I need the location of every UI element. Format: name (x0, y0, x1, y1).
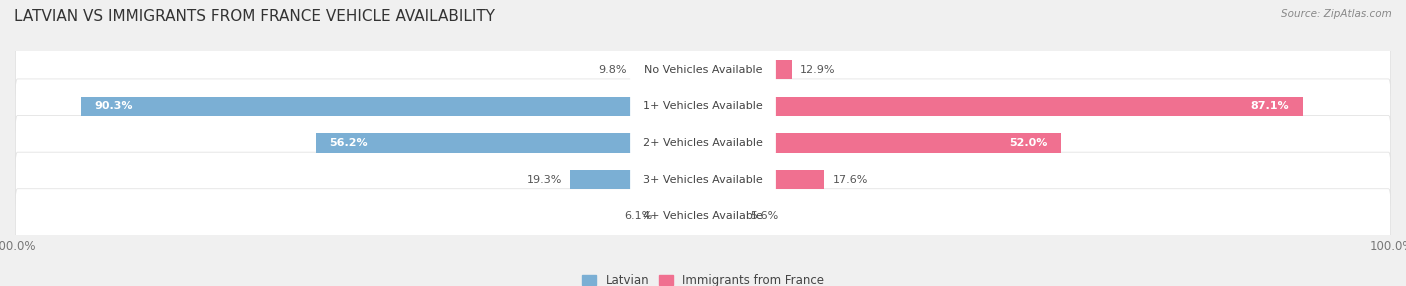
Bar (661, 207, 703, 226)
FancyBboxPatch shape (630, 205, 776, 228)
Text: Source: ZipAtlas.com: Source: ZipAtlas.com (1281, 9, 1392, 19)
Text: 19.3%: 19.3% (526, 175, 562, 184)
Text: 3+ Vehicles Available: 3+ Vehicles Available (643, 175, 763, 184)
Bar (703, 60, 792, 79)
FancyBboxPatch shape (15, 42, 1391, 97)
FancyBboxPatch shape (630, 95, 776, 118)
Bar (636, 60, 703, 79)
FancyBboxPatch shape (630, 132, 776, 154)
Bar (82, 97, 703, 116)
Text: 4+ Vehicles Available: 4+ Vehicles Available (643, 211, 763, 221)
Text: 90.3%: 90.3% (94, 102, 134, 111)
Text: 9.8%: 9.8% (599, 65, 627, 75)
Text: LATVIAN VS IMMIGRANTS FROM FRANCE VEHICLE AVAILABILITY: LATVIAN VS IMMIGRANTS FROM FRANCE VEHICL… (14, 9, 495, 23)
FancyBboxPatch shape (630, 168, 776, 191)
Text: 2+ Vehicles Available: 2+ Vehicles Available (643, 138, 763, 148)
FancyBboxPatch shape (630, 58, 776, 81)
Text: 52.0%: 52.0% (1010, 138, 1047, 148)
Legend: Latvian, Immigrants from France: Latvian, Immigrants from France (582, 274, 824, 286)
Bar (703, 207, 741, 226)
Text: No Vehicles Available: No Vehicles Available (644, 65, 762, 75)
Text: 87.1%: 87.1% (1251, 102, 1289, 111)
Text: 56.2%: 56.2% (329, 138, 368, 148)
Text: 12.9%: 12.9% (800, 65, 835, 75)
FancyBboxPatch shape (15, 152, 1391, 207)
FancyBboxPatch shape (15, 79, 1391, 134)
Text: 17.6%: 17.6% (832, 175, 868, 184)
FancyBboxPatch shape (15, 116, 1391, 170)
Text: 5.6%: 5.6% (749, 211, 778, 221)
Bar (703, 170, 824, 189)
Bar (316, 134, 703, 152)
Bar (703, 97, 1303, 116)
Text: 6.1%: 6.1% (624, 211, 652, 221)
Text: 1+ Vehicles Available: 1+ Vehicles Available (643, 102, 763, 111)
Bar (569, 170, 703, 189)
FancyBboxPatch shape (15, 189, 1391, 244)
Bar (703, 134, 1062, 152)
